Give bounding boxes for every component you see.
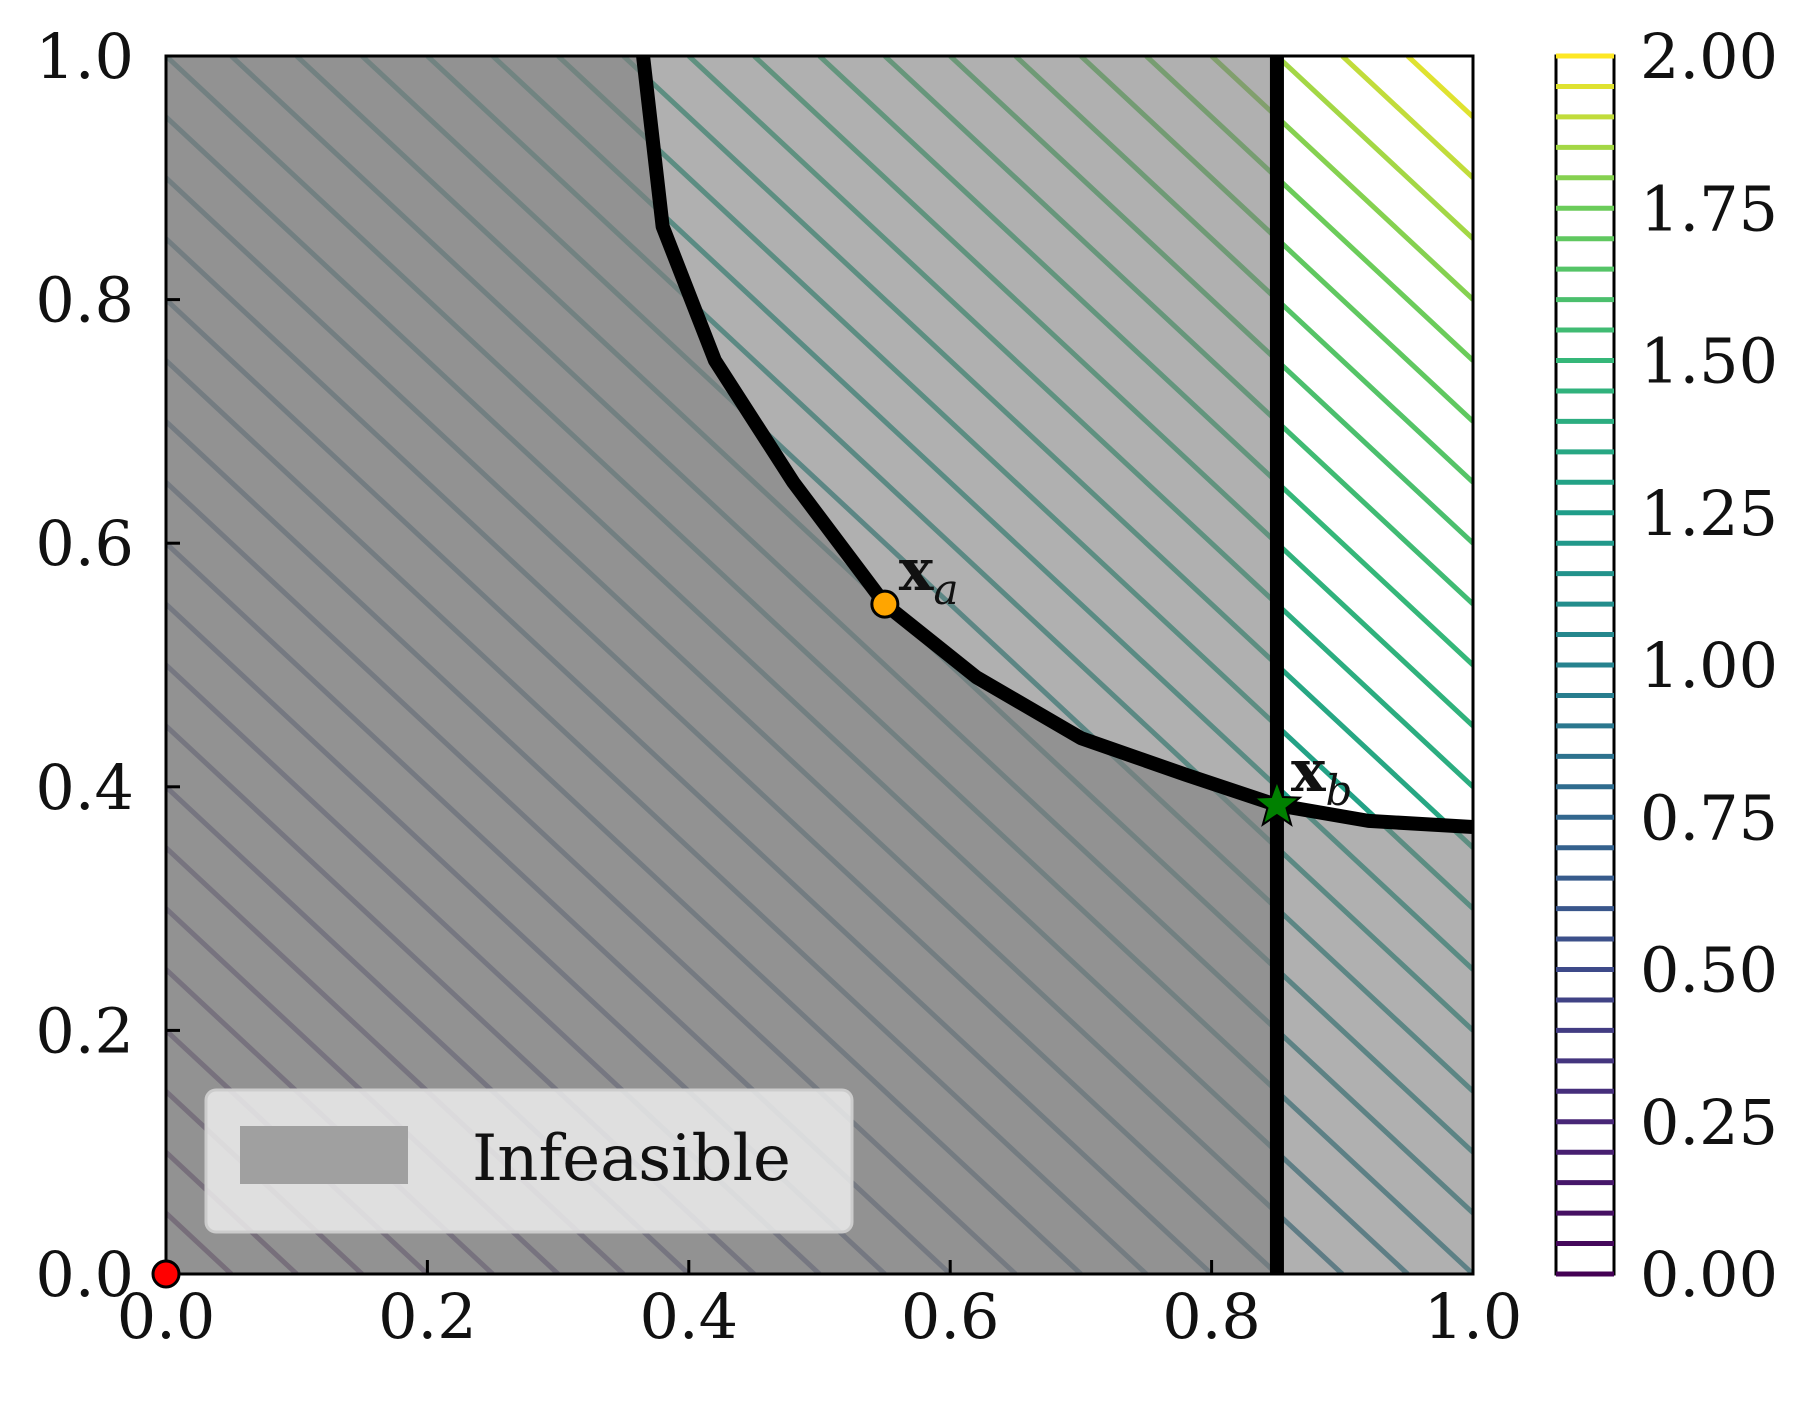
x-tick-label: 0.6 [901,1280,1000,1353]
x-tick-label: 1.0 [1424,1280,1523,1353]
colorbar-levels [1556,53,1614,1277]
x-axis-ticks: 0.0 0.2 0.4 0.6 0.8 1.0 [117,1260,1523,1353]
x-tick-label: 0.4 [639,1280,738,1353]
y-axis-ticks: 0.0 0.2 0.4 0.6 0.8 1.0 [35,20,180,1311]
colorbar-tick-label: 2.00 [1640,20,1778,93]
colorbar-tick-label: 0.75 [1640,781,1778,854]
y-tick-label: 0.6 [35,507,134,580]
legend-label-infeasible: Infeasible [472,1122,791,1196]
colorbar-tick-label: 0.00 [1640,1238,1778,1311]
constraint-lines [636,56,1473,1274]
infeasible-regions [166,56,1473,1274]
legend-box [204,1088,854,1234]
y-tick-label: 0.4 [35,751,134,824]
contour-line [1405,56,1473,119]
origin-point-marker [151,1259,181,1289]
colorbar-tick-label: 1.50 [1640,325,1778,398]
y-tick-label: 0.0 [35,1238,134,1311]
contour-line [1275,56,1473,241]
marked-points: xa xb [151,536,1352,1289]
colorbar-tick-label: 0.25 [1640,1086,1778,1159]
legend-swatch-infeasible [240,1126,408,1184]
y-tick-label: 0.2 [35,994,134,1067]
contour-line [1340,56,1473,180]
point-xb-marker [1251,778,1303,827]
colorbar-ticks: 0.00 0.25 0.50 0.75 1.00 1.25 1.50 1.75 2.00 [1640,20,1778,1311]
point-label-xa: xa [899,536,959,614]
point-xa-marker [870,589,900,619]
constraint-curve [636,56,1473,834]
colorbar: 0.00 0.25 0.50 0.75 1.00 1.25 1.50 1.75 2.00 [1554,20,1778,1311]
x-tick-label: 0.8 [1162,1280,1261,1353]
infeasible-region-vertical [166,56,1277,1274]
colorbar-tick-label: 1.75 [1640,172,1778,245]
y-tick-label: 0.8 [35,264,134,337]
colorbar-tick-label: 0.50 [1640,934,1778,1007]
point-label-xb: xb [1291,737,1352,815]
legend: Infeasible [204,1088,854,1234]
colorbar-tick-label: 1.00 [1640,629,1778,702]
x-tick-label: 0.2 [378,1280,477,1353]
plot-area: 0.0 0.2 0.4 0.6 0.8 1.0 0.0 0.2 0.4 0.6 0.8 1.0 xa… [35,20,1522,1353]
y-tick-label: 1.0 [35,20,134,93]
axes-frame [164,54,1475,1276]
x-tick-label: 0.0 [117,1280,216,1353]
colorbar-tick-label: 1.25 [1640,477,1778,550]
